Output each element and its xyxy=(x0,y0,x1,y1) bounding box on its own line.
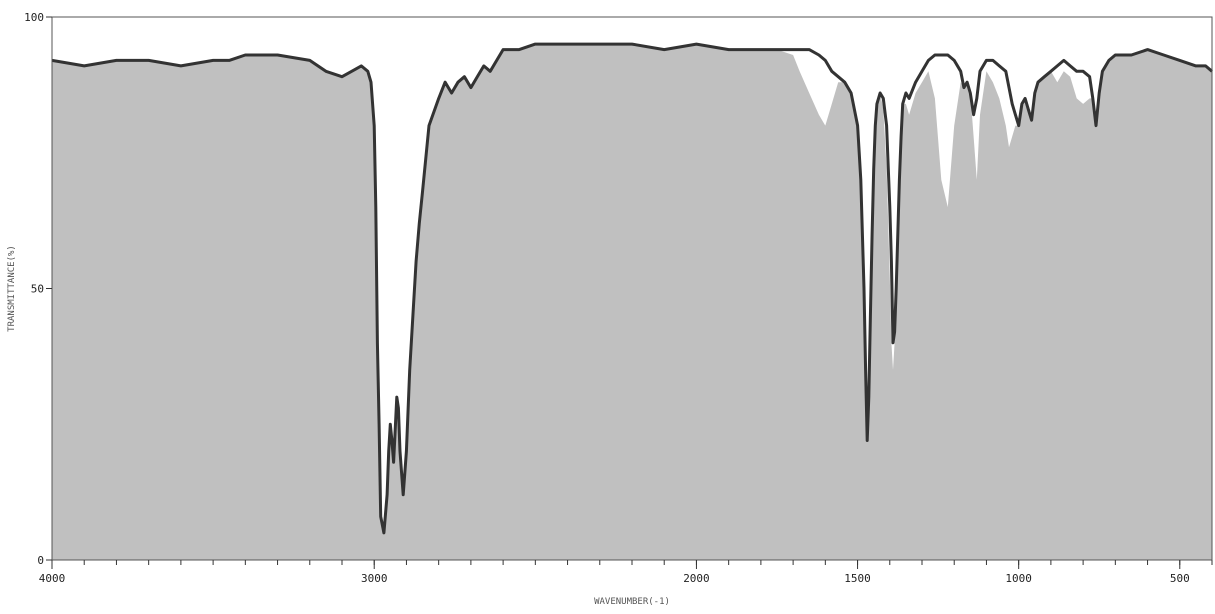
plot-area xyxy=(51,16,1213,561)
y-axis-title: TRANSMITTANCE(%) xyxy=(7,245,17,332)
spectrum-line-series xyxy=(51,42,1213,535)
y-axis-ticks: 100 50 0 xyxy=(24,11,52,567)
y-tick-label: 0 xyxy=(37,554,44,567)
x-tick-label: 4000 xyxy=(39,572,66,585)
x-tick-label: 1000 xyxy=(1005,572,1032,585)
y-tick-label: 100 xyxy=(24,11,44,24)
x-tick-label: 3000 xyxy=(361,572,388,585)
plot-background xyxy=(52,17,1212,560)
x-tick-label: 500 xyxy=(1170,572,1190,585)
reference-spectrum-line xyxy=(52,17,1212,533)
x-tick-label: 1500 xyxy=(844,572,871,585)
y-tick-label: 50 xyxy=(31,283,44,296)
x-axis-title: WAVENUMBER(-1) xyxy=(594,597,670,607)
x-tick-label: 2000 xyxy=(683,572,710,585)
x-axis-ticks: 4000 3000 2000 1500 1000 500 xyxy=(39,560,1213,585)
